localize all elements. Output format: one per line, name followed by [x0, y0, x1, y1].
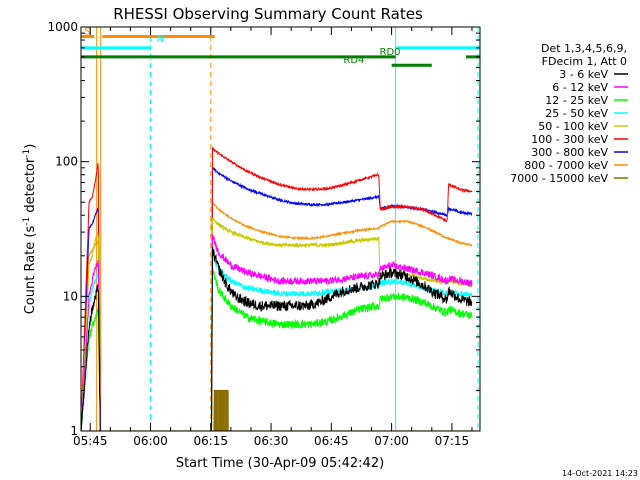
series-line: [81, 217, 473, 431]
y-axis-label-sup1: -1: [22, 217, 32, 226]
x-axis-label: Start Time (30-Apr-09 05:42:42): [176, 456, 384, 471]
y-axis-label-sup2: -1: [22, 149, 32, 158]
chart-title: RHESSI Observing Summary Count Rates: [113, 5, 423, 23]
series-bin: [220, 390, 222, 431]
series-bin: [225, 390, 228, 431]
legend-entry-label: 800 - 7000 keV: [524, 159, 608, 172]
legend-entry-label: 50 - 100 keV: [538, 120, 608, 133]
x-tick-label: 06:00: [133, 434, 168, 448]
series-line: [81, 234, 473, 431]
x-tick-label: 07:15: [435, 434, 470, 448]
x-tick-label: 06:30: [254, 434, 289, 448]
state-annotation: S: [84, 27, 90, 38]
legend-entry-label: 7000 - 15000 keV: [510, 172, 608, 185]
series-line: [81, 246, 473, 431]
x-tick-label: 07:00: [374, 434, 409, 448]
series-bin: [224, 390, 226, 431]
series-line: [81, 146, 473, 431]
series-line: [81, 201, 473, 431]
series-bin: [222, 390, 225, 431]
series-bin: [227, 390, 229, 431]
series-bin: [217, 390, 219, 431]
legend-header: FDecim 1, Att 0: [542, 55, 627, 68]
y-axis-label-end: ): [23, 144, 38, 149]
state-annotation: RD4: [343, 55, 364, 66]
series-bin: [218, 390, 221, 431]
legend-header: Det 1,3,4,5,6,9,: [541, 42, 627, 55]
legend-entry-label: 3 - 6 keV: [559, 68, 608, 81]
y-tick-label: 1: [70, 424, 78, 438]
y-axis-label-mid: detector: [23, 157, 38, 217]
series-bin: [215, 390, 218, 431]
y-tick-label: 10: [63, 289, 78, 303]
x-tick-label: 05:45: [73, 434, 108, 448]
series-line: [81, 389, 480, 431]
y-tick-label: 1000: [47, 20, 78, 34]
y-axis-label-main: Count Rate (s: [23, 226, 38, 315]
legend-entry-label: 300 - 800 keV: [531, 146, 608, 159]
legend-entry-label: 12 - 25 keV: [545, 94, 608, 107]
state-annotation: RD0: [380, 47, 401, 58]
series-bin: [221, 390, 224, 431]
legend-entry-label: 100 - 300 keV: [531, 133, 608, 146]
y-axis: 1 10 100 1000: [47, 20, 480, 438]
series-line: [81, 255, 473, 431]
legend: Det 1,3,4,5,6,9,FDecim 1, Att 03 - 6 keV…: [510, 42, 628, 185]
state-annotation: N: [157, 34, 164, 45]
legend-entry-label: 6 - 12 keV: [552, 81, 608, 94]
footer-timestamp: 14-Oct-2021 14:23: [562, 469, 638, 478]
x-tick-label: 06:15: [193, 434, 228, 448]
plot-frame: [80, 26, 481, 432]
x-tick-label: 06:45: [314, 434, 349, 448]
y-tick-label: 100: [55, 155, 78, 169]
series-bin: [214, 390, 217, 431]
y-axis-label: Count Rate (s-1 detector-1): [22, 144, 38, 315]
series-line: [81, 267, 473, 431]
legend-entry-label: 25 - 50 keV: [545, 107, 608, 120]
x-axis: 05:45 06:00 06:15 06:30 06:45 07:00 07:15: [73, 27, 473, 448]
